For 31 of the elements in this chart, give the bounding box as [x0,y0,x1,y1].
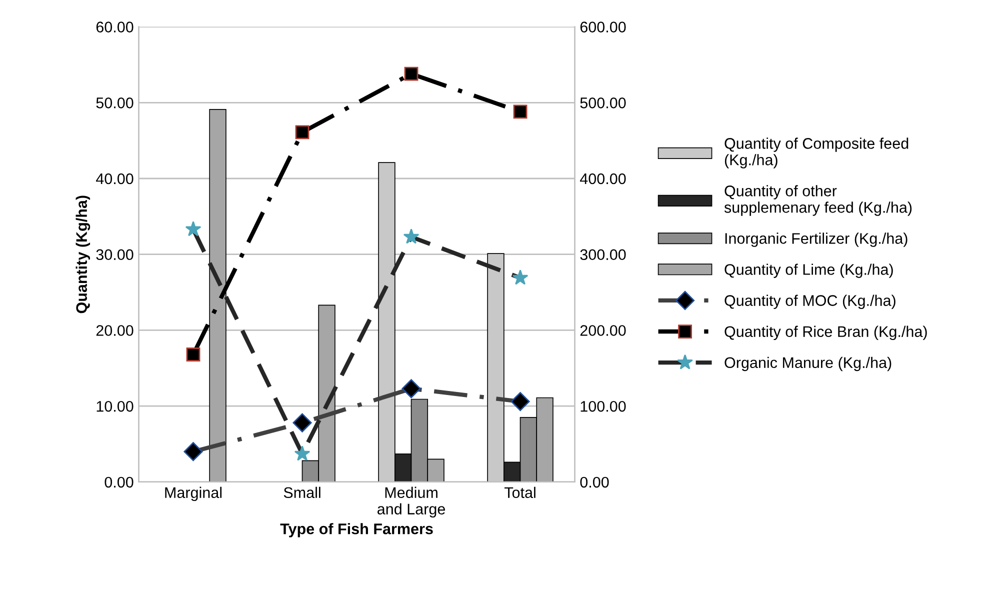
y-tick-label: 60.00 [96,22,134,32]
y2-tick-label: 500.00 [580,98,626,108]
y2-tick-label: 300.00 [580,249,626,260]
y-tick-label: 50.00 [96,98,134,108]
legend-label: Quantity of other supplemenary feed (Kg./ha) [724,185,912,216]
point [404,66,418,81]
y2-tick-label: 400.00 [580,173,626,184]
y2-tick-label: 100.00 [580,400,626,412]
x-axis-title: Type of Fish Farmers [280,523,433,538]
x-tick-label: Total [504,486,536,498]
y-axis-title: Quantity (Kg/ha) [76,196,90,314]
point [513,104,528,119]
x-tick-label: Marginal [165,486,222,502]
y-tick-label: 40.00 [96,173,134,184]
legend-label: Quantity of Rice Bran (Kg./ha) [724,326,927,340]
legend-label: Quantity of Composite feed (Kg./ha) [724,138,908,168]
y-tick-label: 30.00 [96,249,134,260]
point [186,348,200,362]
legend-label: Organic Manure (Kg./ha) [724,356,892,372]
legend-label: Inorganic Fertilizer (Kg./ha) [725,232,908,247]
point [295,125,310,140]
y-tick-label: 10.00 [96,400,134,412]
y2-tick-label: 200.00 [580,325,626,336]
legend-label: Quantity of MOC (Kg./ha) [724,294,896,309]
x-tick-label: Small [284,486,320,498]
y-tick-label: 0.00 [104,476,134,488]
y-tick-label: 20.00 [96,325,134,336]
y2-tick-label: 0.00 [580,476,609,488]
y2-tick-label: 600.00 [580,22,626,32]
legend-label: Quantity of Lime (Kg./ha) [724,264,893,278]
x-tick-label: Medium and Large [378,486,445,518]
